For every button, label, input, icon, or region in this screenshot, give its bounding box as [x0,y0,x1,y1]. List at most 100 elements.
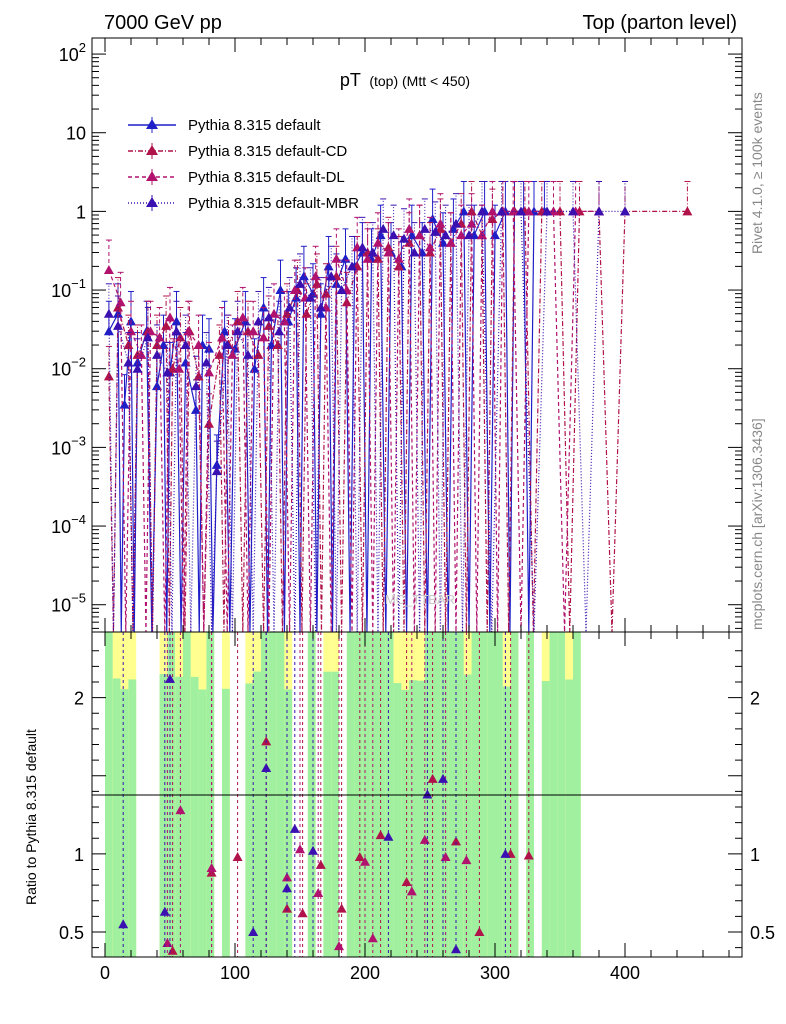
y-tick-label: 10−4 [51,512,86,537]
x-tick-label: 400 [610,963,640,983]
legend-label: Pythia 8.315 default-DL [188,169,345,186]
data-point-marker [487,206,498,216]
ratio-point-marker [427,773,438,783]
data-point-marker [132,363,143,373]
y-tick-label-base: 10 [51,517,71,537]
data-point-marker [123,340,134,350]
data-point-marker [171,326,182,336]
data-point-marker [315,302,326,312]
y-tick-label-base: 10 [51,596,71,616]
data-point-marker [142,332,153,342]
ratio-band-green [393,683,402,957]
data-point-marker [315,308,326,318]
y-tick-label: 1 [76,202,86,222]
y-tick-label: 102 [59,40,86,65]
data-point-marker [414,230,425,240]
data-point-marker [340,253,351,263]
series-3 [103,180,604,633]
x-tick-label: 300 [480,963,510,983]
ratio-point-marker [297,908,308,918]
data-point-marker [152,381,162,391]
ratio-tick-label: 2 [74,689,84,709]
side-label-rivet: Rivet 4.1.0, ≥ 100k events [749,92,765,254]
series-4 [103,180,630,633]
ratio-point-marker [248,927,259,936]
data-point-marker [404,223,415,233]
data-point-marker [214,349,225,359]
ratio-point-marker [440,852,451,861]
ratio-tick-label: 1 [74,845,84,865]
data-point-marker [458,206,469,216]
data-point-marker [466,218,477,228]
ratio-point-marker [308,845,318,855]
ratio-band-green [541,681,550,957]
ratio-point-marker [383,831,394,841]
data-point-marker [516,206,526,216]
data-point-marker [232,326,243,336]
data-point-marker [103,308,114,318]
data-point-marker [323,261,334,271]
ratio-point-marker [375,830,386,840]
data-point-marker [103,326,114,336]
ratio-point-marker [206,862,217,872]
ratio-band-green [284,689,293,957]
data-point-marker [204,367,214,377]
y-tick-label: 10 [66,124,86,144]
legend-label: Pythia 8.315 default-MBR [188,195,359,212]
ratio-band-green [120,689,129,957]
ratio-point-marker [360,856,370,866]
chart-title-main: pT [340,70,361,90]
data-point-marker [103,371,114,381]
data-point-marker [272,340,283,350]
data-point-marker [399,233,409,243]
data-point-marker [305,292,316,302]
data-point-marker [174,363,185,373]
header-left: 7000 GeV pp [104,12,222,34]
ratio-point-marker [438,773,448,783]
ratio-band-green [409,680,417,957]
ratio-tick-label-right: 2 [750,689,760,709]
data-point-marker [542,206,552,216]
y-tick-label: 10−2 [51,355,86,380]
ratio-tick-label: 0.5 [59,923,84,943]
data-point-marker [136,349,147,359]
data-point-marker [253,316,264,326]
data-point-marker [201,357,212,367]
legend-marker [146,119,158,129]
data-point-marker [409,247,420,257]
data-point-marker [456,230,467,240]
data-point-marker [310,271,321,281]
side-label-mcplots: mcplots.cern.ch [arXiv:1306.3436] [749,418,765,630]
data-point-marker [347,261,357,271]
data-point-marker [167,363,178,373]
data-point-marker [126,326,136,336]
data-point-marker [357,242,368,252]
data-point-marker [298,271,309,281]
data-point-marker [419,223,430,233]
y-tick-label-exp: −1 [71,276,86,291]
data-point-marker [217,332,227,342]
ratio-point-marker [406,886,417,896]
ratio-point-marker [282,883,292,893]
ratio-point-marker [451,944,461,954]
data-point-marker [161,320,172,330]
data-point-marker [227,349,238,359]
data-point-marker [284,302,295,312]
ratio-band-green [190,676,199,957]
ratio-band-green [331,671,339,957]
data-point-marker [295,278,305,288]
data-point-marker [152,349,162,359]
ratio-point-marker [118,919,129,929]
ratio-ylabel: Ratio to Pythia 8.315 default [23,729,39,905]
chart-title: pT (top) (Mtt < 450) [340,70,470,90]
legend: Pythia 8.315 default Pythia 8.315 default… [128,117,359,212]
data-point-marker [383,242,394,252]
ratio-tick-label-right: 0.5 [750,923,775,943]
ratio-band-green [401,689,410,957]
ratio-point-marker [261,762,272,772]
legend-marker [146,197,158,207]
series-line [108,210,599,633]
data-point-marker [451,218,461,228]
data-point-marker [279,316,290,326]
chart-title-sub: (top) (Mtt < 450) [369,73,470,89]
